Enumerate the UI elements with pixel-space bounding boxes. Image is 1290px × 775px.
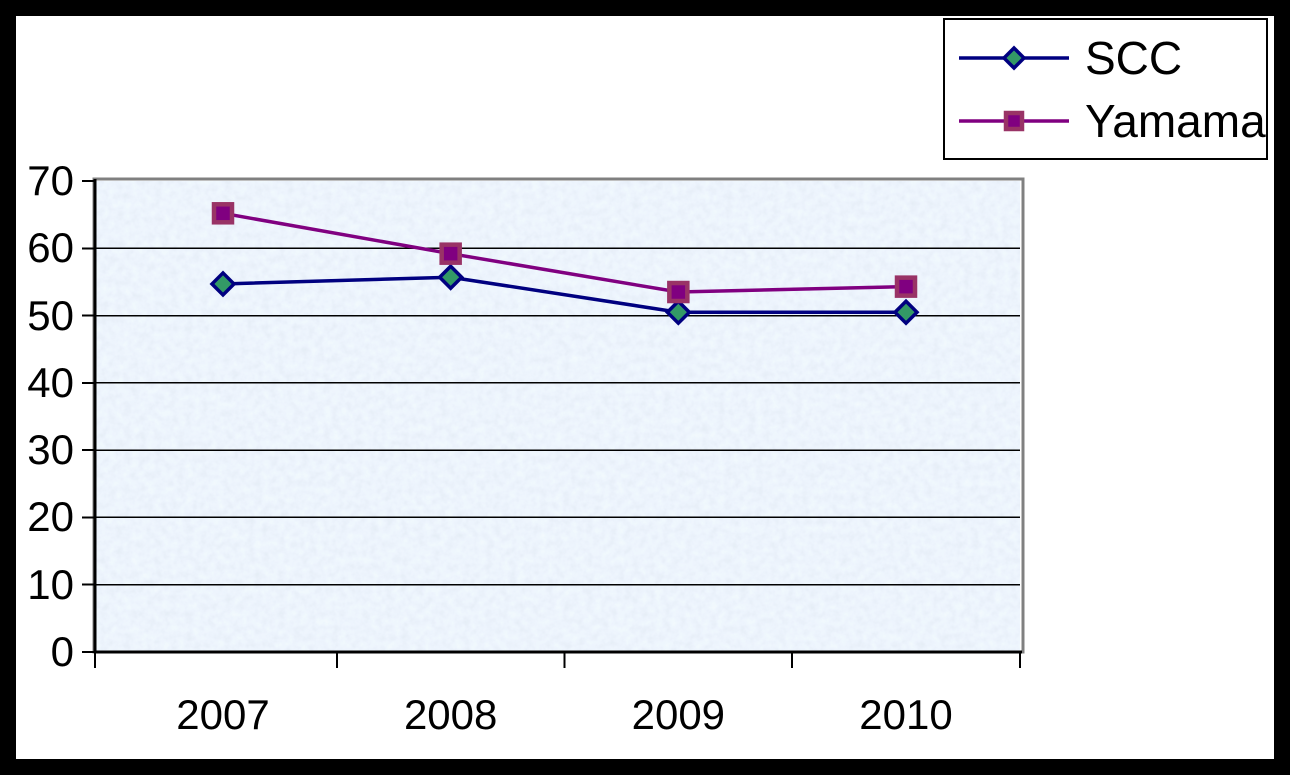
y-tick-label-40: 40 [27,358,74,406]
x-tick-label-2007: 2007 [176,691,270,738]
legend-label-yamama: Yamama [1085,94,1266,147]
legend-item-scc: SCC [957,32,1266,84]
y-tick-label-20: 20 [27,493,74,541]
y-tick-label-10: 10 [27,560,74,608]
x-tick-label-2010: 2010 [859,691,953,738]
line-chart-plot [82,177,1025,668]
yamama-series-swatch-icon [959,110,1069,131]
x-tick-label-2008: 2008 [403,691,498,738]
scc-series-swatch-icon [959,45,1069,70]
y-tick-label-50: 50 [27,291,74,339]
y-tick-label-60: 60 [27,224,74,272]
legend: SCC Yamama [943,18,1268,160]
legend-item-yamama: Yamama [957,95,1266,147]
chart-canvas: 0 10 20 30 40 50 60 70 2007 2008 2009 2010 SCC Yam… [16,16,1274,759]
y-tick-label-70: 70 [27,157,74,204]
y-tick-label-30: 30 [27,426,74,474]
x-tick-label-2009: 2009 [631,691,726,738]
legend-label-scc: SCC [1085,31,1183,84]
y-tick-label-0: 0 [50,628,74,675]
